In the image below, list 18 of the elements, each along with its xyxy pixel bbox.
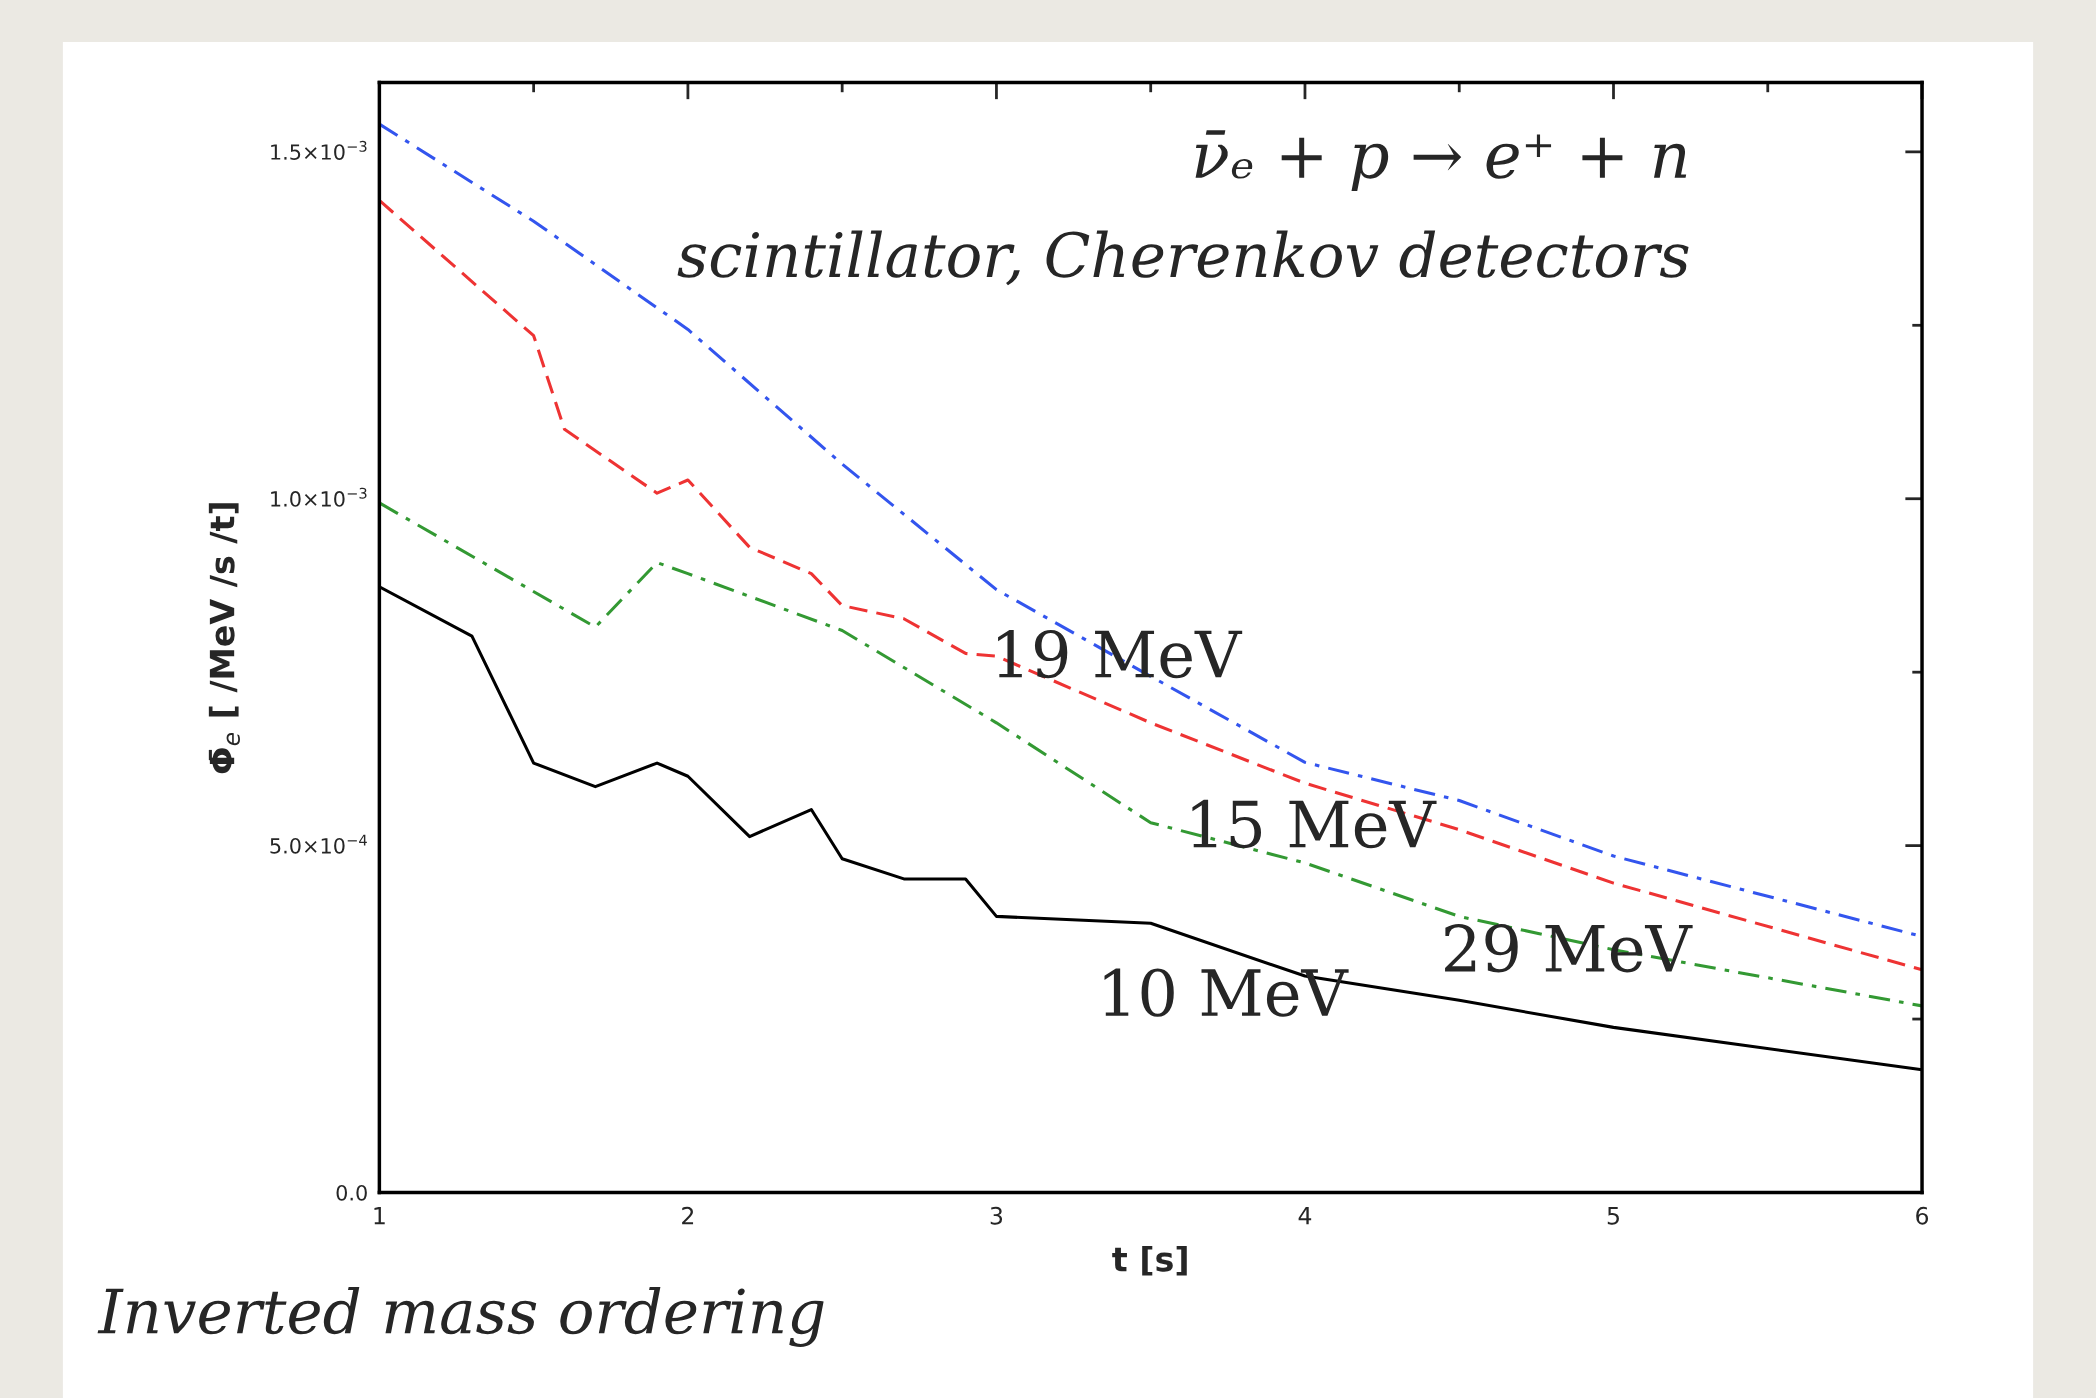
x-tick-label: 5: [1607, 1207, 1619, 1225]
y-tick-label: 5.0×10$^{−4}$: [270, 834, 367, 854]
text: Inverted mass ordering: [97, 1286, 824, 1347]
y-axis-title: Φ̄$_{e}$ [ /MeV /s /t]: [208, 503, 240, 774]
x-tick-label: 6: [1916, 1206, 1929, 1225]
x-tick-label: 3: [990, 1206, 1003, 1225]
x-axis-title: t [s]: [1112, 1245, 1187, 1276]
y-tick-label: 0.0: [336, 1184, 367, 1201]
annotation: 10 MeV: [1104, 968, 1349, 1017]
annotation: 19 MeV: [998, 629, 1243, 679]
annotation: ν̄ₑ + p → e⁺ + n: [1195, 130, 1687, 192]
y-tick-label: 1.0×10$^{−3}$: [271, 487, 367, 507]
x-tick-label: 1: [374, 1207, 385, 1225]
y-tick-label: 1.5×10$^{−3}$: [271, 140, 367, 160]
x-tick-label: 2: [682, 1206, 694, 1225]
annotation: scintillator, Cherenkov detectors: [677, 230, 1689, 286]
annotation: 15 MeV: [1192, 799, 1437, 849]
x-tick-label: 4: [1298, 1207, 1312, 1225]
